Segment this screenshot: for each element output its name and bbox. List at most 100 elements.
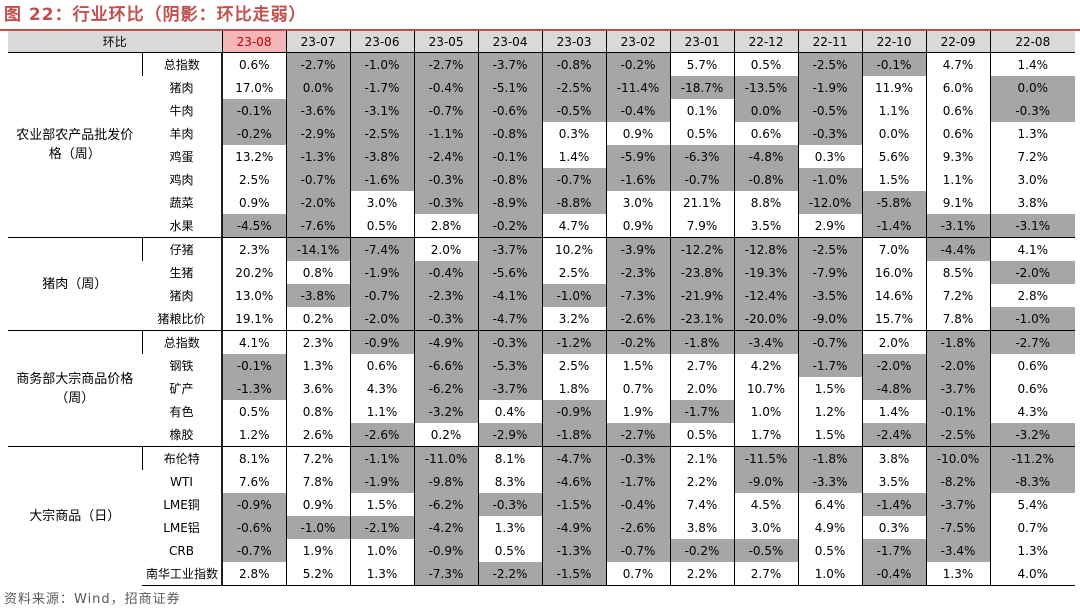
value-cell: 2.8% <box>413 214 479 238</box>
value-cell: -3.7% <box>925 493 991 516</box>
row-label: 牛肉 <box>169 104 194 118</box>
value-cell: -1.9% <box>797 76 863 99</box>
period-header: 23-04 <box>477 31 543 53</box>
value-cell: 11.9% <box>861 76 927 99</box>
value-cell: 0.0% <box>733 99 799 122</box>
value-cell: -3.1% <box>925 214 991 238</box>
value-cell: -1.7% <box>605 470 671 493</box>
row-label: 南华工业指数 <box>142 562 223 586</box>
value-cell: -7.3% <box>413 562 479 586</box>
value-cell: -1.0% <box>797 168 863 191</box>
value-cell: -3.8% <box>285 284 351 307</box>
header-row: 环比 23-08 23-07 23-06 23-05 23-04 23-03 2… <box>8 31 1076 53</box>
value-cell: -4.6% <box>541 470 607 493</box>
value-cell: 0.4% <box>477 400 543 423</box>
value-cell: -0.7% <box>669 168 735 191</box>
period-header: 23-08 <box>221 31 287 53</box>
value-cell: -21.9% <box>669 284 735 307</box>
period-header: 23-02 <box>605 31 671 53</box>
value-cell: 7.2% <box>285 446 351 470</box>
value-cell: -0.3% <box>413 168 479 191</box>
value-cell: -3.2% <box>989 423 1076 447</box>
value-cell: -3.7% <box>925 377 991 400</box>
table-row: 猪肉 17.0% 0.0% -1.7% -0.4% -5.1% -2.5% -11.4% -18… <box>8 76 1076 99</box>
value-cell: 0.5% <box>733 52 799 76</box>
table-row: 鸡肉 2.5% -0.7% -1.6% -0.3% -0.8% -0.7% -1.6% -0.7… <box>8 168 1076 191</box>
value-cell: -1.0% <box>989 307 1076 331</box>
value-cell: 2.2% <box>669 562 735 586</box>
table-row: 牛肉 -0.1% -3.6% -3.1% -0.7% -0.6% -0.5% -0.4% 0.1… <box>8 99 1076 122</box>
value-cell: 3.8% <box>669 516 735 539</box>
value-cell: 1.5% <box>861 168 927 191</box>
value-cell: 1.3% <box>989 539 1076 562</box>
value-cell: -1.8% <box>797 446 863 470</box>
value-cell: -1.3% <box>221 377 287 400</box>
value-cell: 3.8% <box>861 446 927 470</box>
value-cell: -2.6% <box>605 516 671 539</box>
value-cell: -11.0% <box>413 446 479 470</box>
value-cell: -2.7% <box>413 52 479 76</box>
value-cell: -1.0% <box>285 516 351 539</box>
value-cell: 8.1% <box>221 446 287 470</box>
period-header: 23-03 <box>541 31 607 53</box>
value-cell: 1.4% <box>541 145 607 168</box>
value-cell: -0.1% <box>221 354 287 377</box>
value-cell: 2.5% <box>221 168 287 191</box>
row-label: 总指数 <box>141 330 223 354</box>
value-cell: 0.0% <box>989 76 1076 99</box>
value-cell: -20.0% <box>733 307 799 331</box>
value-cell: -5.8% <box>861 191 927 214</box>
table-row: 商务部大宗商品价格（周） 总指数 4.1% 2.3% -0.9% -4.9% -0.3% -1… <box>8 330 1076 447</box>
value-cell: 10.7% <box>733 377 799 400</box>
value-cell: -2.9% <box>477 423 543 447</box>
value-cell: 2.3% <box>221 237 287 261</box>
value-cell: -1.0% <box>541 284 607 307</box>
value-cell: -2.9% <box>285 122 351 145</box>
row-label: 猪肉 <box>169 81 194 95</box>
value-cell: -13.5% <box>733 76 799 99</box>
value-cell: 2.0% <box>413 237 479 261</box>
value-cell: 3.5% <box>733 214 799 238</box>
value-cell: -0.7% <box>413 99 479 122</box>
value-cell: -12.2% <box>669 237 735 261</box>
value-cell: 1.2% <box>221 423 287 447</box>
value-cell: -0.1% <box>221 99 287 122</box>
value-cell: -2.4% <box>861 423 927 447</box>
table-row: 生猪 20.2% 0.8% -1.9% -0.4% -5.6% 2.5% -2.3% -23.8… <box>8 261 1076 284</box>
table-row: 鸡蛋 13.2% -1.3% -3.8% -2.4% -0.1% 1.4% -5.9% -6.3… <box>8 145 1076 168</box>
value-cell: 3.0% <box>989 168 1076 191</box>
period-header: 23-05 <box>413 31 479 53</box>
value-cell: 1.5% <box>797 377 863 400</box>
value-cell: 1.5% <box>797 423 863 447</box>
value-cell: -3.7% <box>477 377 543 400</box>
value-cell: 1.1% <box>925 168 991 191</box>
value-cell: -4.9% <box>413 330 479 354</box>
value-cell: -2.6% <box>605 307 671 331</box>
value-cell: 1.4% <box>989 52 1076 76</box>
value-cell: -1.2% <box>541 330 607 354</box>
value-cell: 5.2% <box>285 562 351 586</box>
value-cell: -2.3% <box>605 261 671 284</box>
value-cell: 1.5% <box>605 354 671 377</box>
table-row: LME铜 -0.9% 0.9% 1.5% -6.2% -0.3% -1.5% -0.4% 7.4… <box>8 493 1076 516</box>
value-cell: -3.9% <box>605 237 671 261</box>
value-cell: 2.5% <box>541 261 607 284</box>
value-cell: 5.7% <box>669 52 735 76</box>
value-cell: 7.6% <box>221 470 287 493</box>
value-cell: 10.2% <box>541 237 607 261</box>
value-cell: 0.5% <box>669 423 735 447</box>
row-label: 猪肉 <box>169 289 194 303</box>
value-cell: 4.3% <box>989 400 1076 423</box>
value-cell: -6.2% <box>413 377 479 400</box>
value-cell: -2.6% <box>349 423 415 447</box>
value-cell: 2.5% <box>541 354 607 377</box>
value-cell: -6.6% <box>413 354 479 377</box>
value-cell: 0.2% <box>285 307 351 331</box>
value-cell: 2.8% <box>989 284 1076 307</box>
value-cell: 2.7% <box>733 562 799 586</box>
value-cell: 0.9% <box>605 214 671 238</box>
value-cell: 3.6% <box>285 377 351 400</box>
value-cell: 15.7% <box>861 307 927 331</box>
row-label: 生猪 <box>169 266 194 280</box>
value-cell: -18.7% <box>669 76 735 99</box>
